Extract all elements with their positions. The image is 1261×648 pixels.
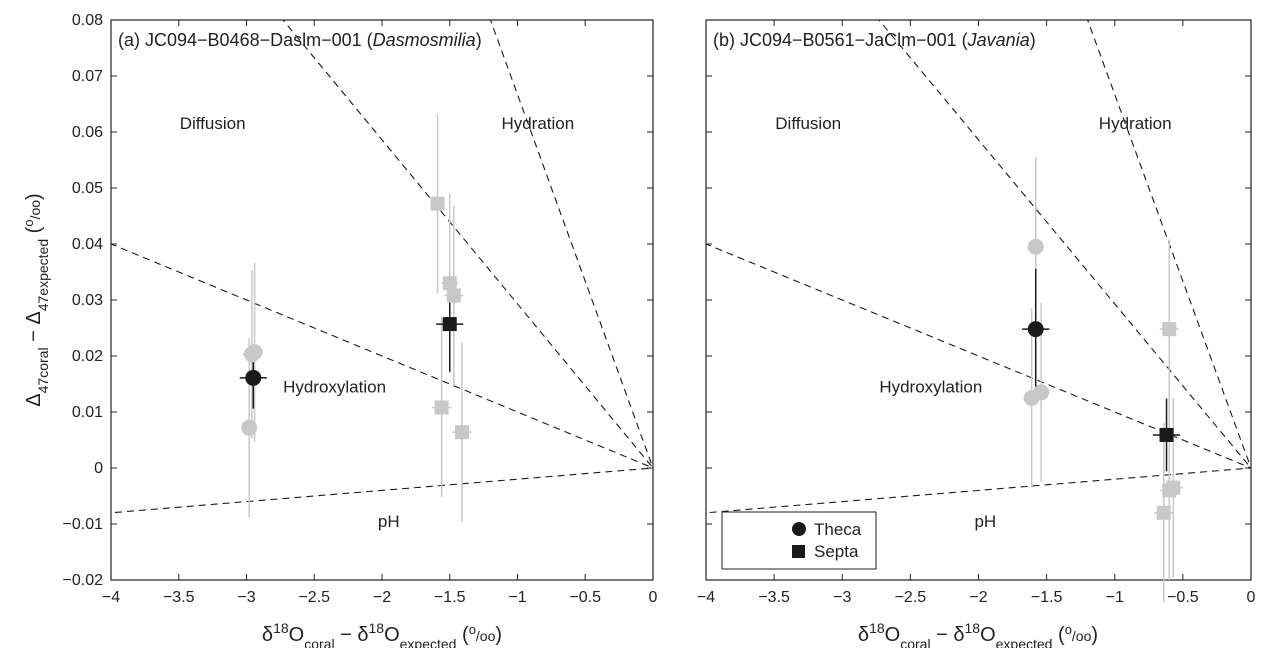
reference-line-ph [111, 467, 653, 514]
region-label-ph: pH [974, 512, 996, 531]
x-tick-label: −2 [969, 589, 987, 606]
reference-line-hydroxylation [706, 243, 1251, 469]
x-tick-label: −2.5 [298, 589, 330, 606]
y-tick-label: 0.05 [72, 180, 103, 197]
reference-line-hydration [1086, 20, 1251, 469]
x-tick-label: −2.5 [895, 589, 927, 606]
y-tick-label: −0.02 [63, 572, 104, 589]
plot-frame [110, 19, 654, 581]
x-tick-label: −3.5 [163, 589, 195, 606]
y-tick-label: −0.01 [63, 516, 104, 533]
replicate-point-theca [243, 346, 260, 363]
panel-title: (a) JC094−B0468−Daslm−001 (Dasmosmilia) [118, 30, 482, 50]
legend-marker-theca [792, 522, 806, 536]
y-tick-label: 0.06 [72, 124, 103, 141]
region-label-diffusion: Diffusion [775, 114, 841, 133]
y-tick-label: 0.07 [72, 68, 103, 85]
y-axis-label: Δ47coral − Δ47expected (o/oo) [21, 193, 52, 406]
x-tick-label: −1 [1106, 589, 1124, 606]
x-tick-label: −3 [833, 589, 851, 606]
chart-panel-b: −4 −3.5 −3 −2.5 −2 −1.5 −1 −0.5 0 Diffusion Hydra… [697, 19, 1256, 606]
replicate-point-septa [442, 276, 457, 291]
reference-line-hydration [489, 20, 653, 469]
mean-point-theca [1027, 321, 1044, 338]
reference-line-diffusion [878, 20, 1251, 469]
x-tick-label: 0 [649, 589, 658, 606]
replicate-point-theca [241, 419, 258, 436]
x-tick-label: −2 [373, 589, 391, 606]
replicate-point-septa [454, 425, 469, 440]
y-tick-label: 0 [94, 460, 103, 477]
reference-line-ph [706, 467, 1251, 514]
legend-label-theca: Theca [814, 520, 862, 539]
legend: Theca Septa [721, 511, 877, 570]
x-axis-label-b: δ18Ocoral − δ18Oexpected (o/oo) [858, 620, 1098, 648]
y-tick-label: 0.01 [72, 404, 103, 421]
replicate-point-septa [1166, 480, 1181, 495]
mean-point-septa [1159, 427, 1174, 442]
legend-marker-septa [792, 545, 805, 558]
chart-panel-a: −4 −3.5 −3 −2.5 −2 −1.5 −1 −0.5 0 −0.02 −0.01 0 0.0… [63, 12, 658, 606]
replicate-point-septa [1156, 505, 1171, 520]
y-tick-label: 0.04 [72, 236, 103, 253]
x-tick-label: −3.5 [758, 589, 790, 606]
x-tick-label: −1.5 [1031, 589, 1063, 606]
x-axis-label-a: δ18Ocoral − δ18Oexpected (o/oo) [262, 620, 502, 648]
x-tick-label: −3 [237, 589, 255, 606]
replicate-point-septa [430, 196, 445, 211]
replicate-point-septa [434, 400, 449, 415]
region-label-ph: pH [378, 512, 400, 531]
x-tick-label: −0.5 [569, 589, 601, 606]
region-label-hydroxylation: Hydroxylation [283, 377, 386, 396]
reference-line-diffusion [282, 20, 653, 469]
replicate-point-septa [1162, 322, 1177, 337]
x-tick-label: −4 [102, 589, 120, 606]
mean-point-septa [442, 317, 457, 332]
region-label-hydroxylation: Hydroxylation [879, 377, 982, 396]
x-tick-label: −0.5 [1167, 589, 1199, 606]
y-tick-label: 0.08 [72, 12, 103, 29]
x-tick-label: −1.5 [434, 589, 466, 606]
y-tick-label: 0.02 [72, 348, 103, 365]
reference-line-hydroxylation [111, 243, 653, 469]
region-label-hydration: Hydration [501, 114, 574, 133]
replicate-point-theca [1033, 384, 1050, 401]
legend-label-septa: Septa [814, 542, 859, 561]
x-tick-label: 0 [1247, 589, 1256, 606]
replicate-point-theca [1027, 238, 1044, 255]
x-tick-label: −4 [697, 589, 715, 606]
region-label-diffusion: Diffusion [180, 114, 246, 133]
legend-box [721, 511, 877, 570]
panel-title: (b) JC094−B0561−JaClm−001 (Javania) [713, 30, 1036, 50]
region-label-hydration: Hydration [1099, 114, 1172, 133]
replicate-point-septa [446, 288, 461, 303]
mean-point-theca [245, 369, 262, 386]
x-tick-label: −1 [508, 589, 526, 606]
y-tick-label: 0.03 [72, 292, 103, 309]
